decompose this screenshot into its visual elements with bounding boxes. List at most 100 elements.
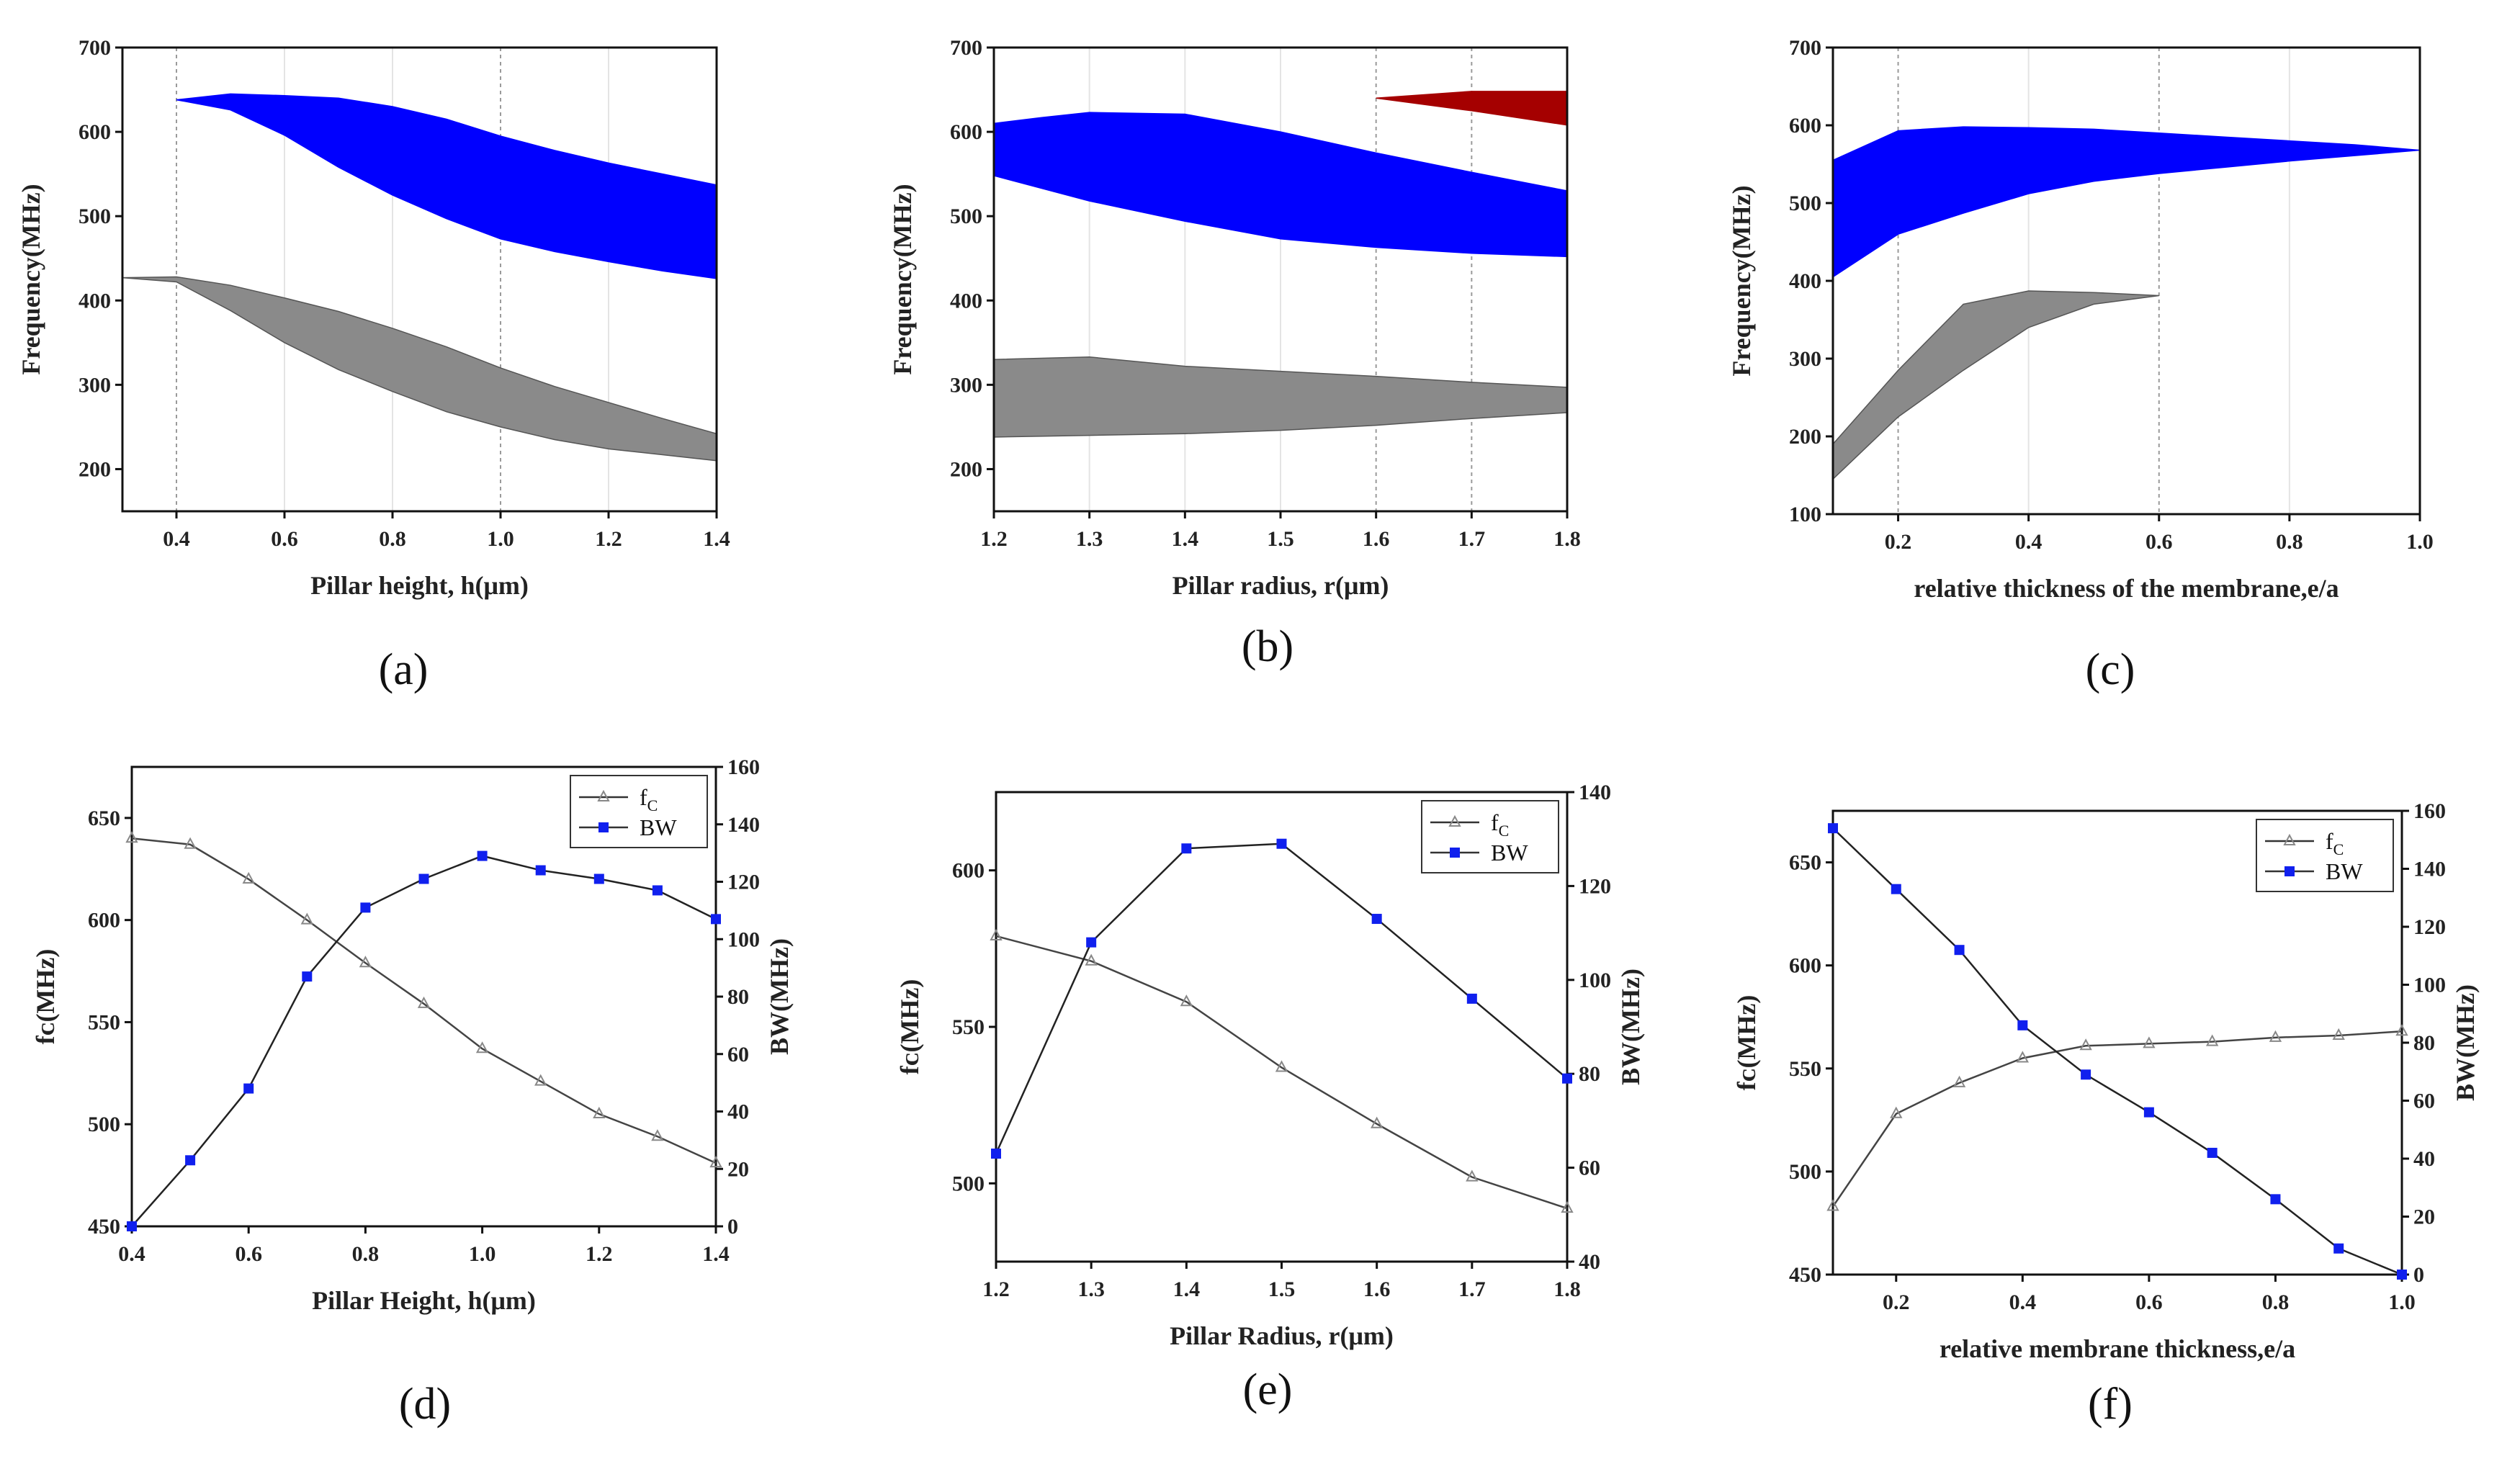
band-blue	[993, 112, 1568, 258]
y-tick-label: 700	[1789, 36, 1821, 60]
y2-tick-label: 100	[1579, 969, 1611, 992]
data-point-fC	[990, 928, 1003, 940]
y2-tick-label: 120	[727, 871, 760, 894]
data-point-BW	[1891, 884, 1901, 894]
data-point-fC	[359, 956, 372, 968]
legend-label-BW: BW	[640, 814, 677, 840]
x-tick-label: 1.7	[1458, 527, 1486, 551]
y-tick-label: 550	[952, 1015, 985, 1039]
data-point-fC	[2332, 1028, 2345, 1040]
y2-tick-label: 20	[2413, 1205, 2435, 1229]
panel-caption-a: (a)	[379, 645, 429, 694]
y2-tick-label: 100	[2413, 974, 2446, 997]
band-blue	[1832, 126, 2421, 278]
legend-marker-fC	[597, 789, 610, 801]
x-axis-label: relative membrane thickness,e/a	[1940, 1334, 2295, 1363]
y2-tick-label: 120	[1579, 874, 1611, 898]
data-point-BW	[2333, 1243, 2344, 1254]
x-tick-label: 1.5	[1267, 527, 1294, 551]
x-tick-label: 1.7	[1458, 1277, 1486, 1301]
y-tick-label: 400	[79, 289, 111, 313]
y2-tick-label: 80	[727, 985, 749, 1009]
y-tick-label: 200	[79, 457, 111, 481]
y-tick-label: 600	[950, 120, 982, 144]
x-tick-label: 0.6	[2135, 1290, 2163, 1314]
y2-tick-label: 80	[1579, 1062, 1600, 1086]
legend-box	[2256, 819, 2394, 892]
y2-tick-label: 100	[727, 927, 760, 951]
data-point-BW	[652, 885, 663, 896]
chart-panel-c: 0.2 0.4 0.6 0.8 1.0 100 200 300 400 500 600 700 rela…	[1727, 36, 2434, 694]
y-axis-label: Frequency(MHz)	[17, 184, 45, 374]
x-tick-label: 0.2	[1883, 1290, 1910, 1314]
data-point-fC	[1180, 994, 1193, 1007]
y-tick-label: 200	[1789, 425, 1821, 449]
data-point-fC	[534, 1074, 547, 1086]
x-tick-label: 1.4	[703, 527, 730, 551]
data-point-fC	[1890, 1106, 1903, 1118]
y-axis-label: Frequency(MHz)	[888, 184, 917, 374]
y2-tick-label: 120	[2413, 915, 2446, 939]
y-tick-label: 300	[950, 373, 982, 397]
x-tick-label: 0.4	[2015, 530, 2043, 554]
x-axis-label: Pillar radius, r(μm)	[1172, 571, 1389, 600]
data-point-fC	[2395, 1024, 2408, 1036]
y2-tick-label: 140	[2413, 858, 2446, 881]
panel-caption-f: (f)	[2088, 1380, 2133, 1429]
data-point-fC	[184, 837, 197, 849]
y2-tick-label: 60	[2413, 1090, 2435, 1113]
x-axis-label: Pillar Height, h(μm)	[312, 1286, 536, 1315]
x-tick-label: 0.6	[235, 1242, 262, 1266]
data-point-BW	[477, 850, 488, 861]
data-point-fC	[1085, 953, 1098, 966]
x-axis-label: relative thickness of the membrane,e/a	[1914, 574, 2339, 603]
data-point-fC	[1561, 1200, 1574, 1213]
x-tick-label: 1.0	[2406, 530, 2434, 554]
y2-tick-label: 160	[2413, 799, 2446, 823]
y-tick-label: 500	[952, 1172, 985, 1195]
data-point-BW	[2143, 1107, 2154, 1118]
data-point-BW	[127, 1221, 137, 1231]
data-point-BW	[302, 971, 313, 982]
y-axis-label: fᴄ(MHz)	[31, 949, 60, 1045]
panel-caption-e: (e)	[1243, 1365, 1293, 1414]
y-axis-label: fᴄ(MHz)	[1732, 995, 1761, 1091]
data-point-BW	[360, 902, 371, 913]
x-tick-label: 1.8	[1553, 527, 1581, 551]
data-point-fC	[1370, 1116, 1384, 1128]
x-tick-label: 1.3	[1077, 1277, 1105, 1301]
y-tick-label: 600	[1789, 954, 1821, 978]
data-point-BW	[2081, 1069, 2091, 1080]
x-tick-label: 1.2	[982, 1277, 1010, 1301]
x-tick-label: 1.0	[469, 1242, 496, 1266]
data-point-BW	[1466, 993, 1477, 1004]
data-point-fC	[1952, 1075, 1966, 1087]
y-tick-label: 400	[1789, 269, 1821, 293]
y2-tick-label: 40	[2413, 1147, 2435, 1171]
data-point-BW	[1371, 914, 1382, 925]
x-tick-label: 0.8	[379, 527, 406, 551]
data-point-BW	[1562, 1073, 1572, 1084]
x-tick-label: 0.2	[1885, 530, 1912, 554]
y2-tick-label: 20	[727, 1157, 749, 1181]
data-point-BW	[1086, 937, 1097, 948]
x-tick-label: 1.6	[1363, 1277, 1391, 1301]
y-tick-label: 600	[79, 120, 111, 144]
y-tick-label: 100	[1789, 503, 1821, 526]
data-point-BW	[711, 914, 721, 925]
x-tick-label: 1.4	[702, 1242, 730, 1266]
y-tick-label: 400	[950, 289, 982, 313]
data-point-BW	[418, 873, 429, 884]
legend-label-fC: fC	[2326, 828, 2344, 858]
legend-marker-BW	[1450, 848, 1460, 858]
series-line-BW	[1832, 827, 2403, 1276]
x-tick-label: 1.4	[1172, 527, 1199, 551]
y2-axis-label: BW(MHz)	[2451, 984, 2480, 1101]
y2-axis-label: BW(MHz)	[765, 938, 794, 1055]
x-tick-label: 1.5	[1268, 1277, 1296, 1301]
data-point-fC	[1466, 1169, 1479, 1182]
y-tick-label: 550	[88, 1010, 120, 1034]
